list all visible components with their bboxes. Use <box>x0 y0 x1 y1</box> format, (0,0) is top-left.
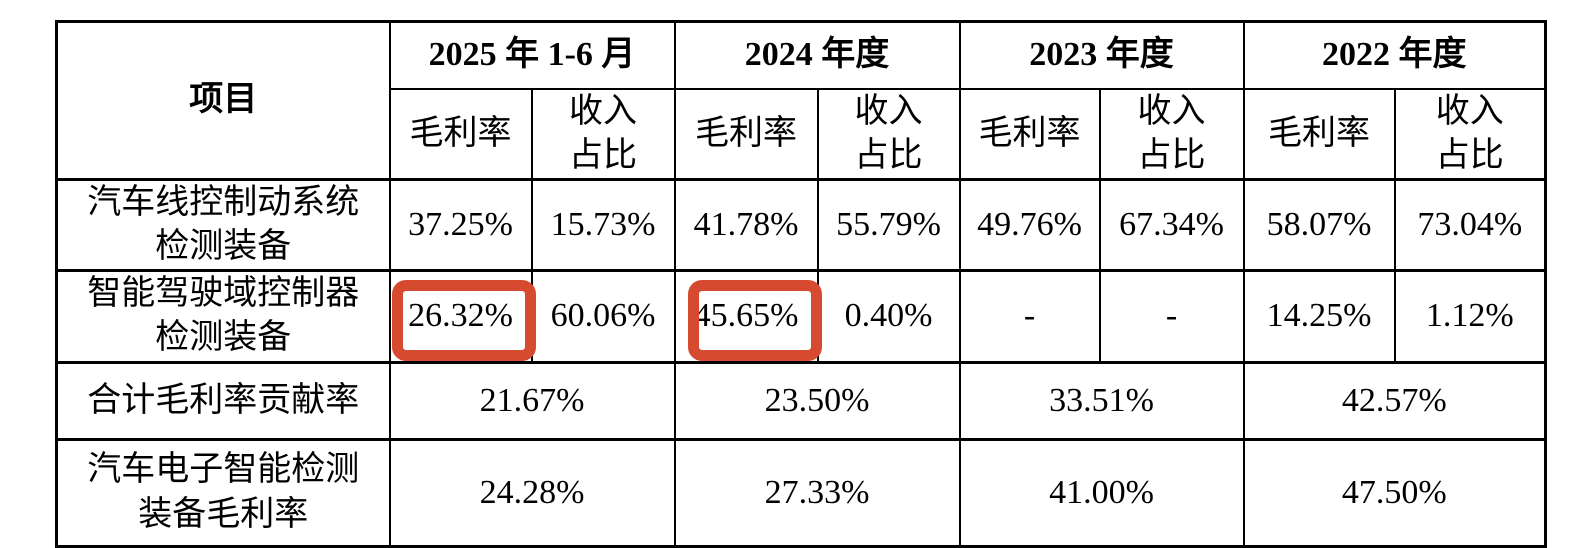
share-header-2025: 收入 占比 <box>530 87 676 181</box>
summary-value-cell: 41.00% <box>958 437 1245 548</box>
value-text: 26.32% <box>408 297 513 335</box>
value-cell: 1.12% <box>1393 269 1547 364</box>
year-header-2024: 2024 年度 <box>673 20 961 90</box>
table-row-brake-system: 汽车线控制动系统 检测装备 37.25% 15.73% 41.78% 55.79… <box>55 177 1547 273</box>
share-header-2022: 收入 占比 <box>1393 87 1547 181</box>
year-header-2022: 2022 年度 <box>1242 20 1547 90</box>
value-cell: 60.06% <box>530 269 676 364</box>
item-column-header: 项目 <box>55 20 391 181</box>
value-cell: 73.04% <box>1393 177 1547 273</box>
summary-value-cell: 24.28% <box>388 437 676 548</box>
product-row-label: 智能驾驶域控制器 检测装备 <box>55 269 391 364</box>
summary-row-label: 合计毛利率贡献率 <box>55 360 391 441</box>
summary-value-cell: 27.33% <box>673 437 961 548</box>
summary-value-cell: 33.51% <box>958 360 1245 441</box>
margin-header-2022: 毛利率 <box>1242 87 1396 181</box>
margin-header-2023: 毛利率 <box>958 87 1101 181</box>
summary-value-cell: 42.57% <box>1242 360 1547 441</box>
summary-row-label: 汽车电子智能检测 装备毛利率 <box>55 437 391 548</box>
value-cell: 37.25% <box>388 177 533 273</box>
year-header-2023: 2023 年度 <box>958 20 1245 90</box>
value-cell: 55.79% <box>816 177 961 273</box>
value-cell-highlighted: 45.65% <box>673 269 822 364</box>
product-row-label: 汽车线控制动系统 检测装备 <box>55 177 391 273</box>
share-header-2024: 收入 占比 <box>816 87 961 181</box>
value-cell: 41.78% <box>673 177 819 273</box>
document-page: 项目 2025 年 1-6 月 2024 年度 2023 年度 2022 年度 … <box>55 20 1548 548</box>
value-cell-highlighted: 26.32% <box>388 269 536 364</box>
summary-value-cell: 21.67% <box>388 360 676 441</box>
value-cell: 49.76% <box>958 177 1101 273</box>
value-cell: 15.73% <box>530 177 676 273</box>
margin-header-2025: 毛利率 <box>388 87 533 181</box>
table-row-total-margin-contribution: 合计毛利率贡献率 21.67% 23.50% 33.51% 42.57% <box>55 360 1547 441</box>
margin-header-2024: 毛利率 <box>673 87 819 181</box>
summary-value-cell: 47.50% <box>1242 437 1547 548</box>
value-cell: 67.34% <box>1098 177 1245 273</box>
value-cell: 58.07% <box>1242 177 1396 273</box>
table-row-domain-controller: 智能驾驶域控制器 检测装备 26.32% 60.06% 45.65% 0.40%… <box>55 269 1547 364</box>
value-cell-dash: - <box>1098 269 1245 364</box>
value-cell: 0.40% <box>816 269 961 364</box>
value-text: 45.65% <box>693 297 799 335</box>
table-row-auto-electronics-margin: 汽车电子智能检测 装备毛利率 24.28% 27.33% 41.00% 47.5… <box>55 437 1547 548</box>
summary-value-cell: 23.50% <box>673 360 961 441</box>
year-header-2025-h1: 2025 年 1-6 月 <box>388 20 676 90</box>
share-header-2023: 收入 占比 <box>1098 87 1245 181</box>
gross-margin-table: 项目 2025 年 1-6 月 2024 年度 2023 年度 2022 年度 … <box>55 20 1548 548</box>
value-cell-dash: - <box>958 269 1101 364</box>
value-cell: 14.25% <box>1242 269 1396 364</box>
